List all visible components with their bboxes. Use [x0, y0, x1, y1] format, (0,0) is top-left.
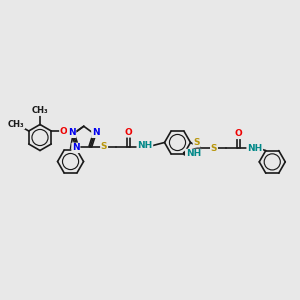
Text: NH: NH: [137, 141, 152, 150]
Text: S: S: [194, 138, 200, 147]
Text: NH: NH: [186, 149, 201, 158]
Text: CH₃: CH₃: [32, 106, 48, 115]
Text: O: O: [235, 129, 242, 138]
Text: CH₃: CH₃: [8, 119, 25, 128]
Text: O: O: [125, 128, 133, 137]
Text: N: N: [92, 128, 100, 137]
Text: S: S: [101, 142, 107, 151]
Text: N: N: [68, 128, 76, 137]
Text: O: O: [60, 127, 68, 136]
Text: NH: NH: [247, 144, 262, 153]
Text: N: N: [72, 143, 80, 152]
Text: S: S: [211, 144, 217, 153]
